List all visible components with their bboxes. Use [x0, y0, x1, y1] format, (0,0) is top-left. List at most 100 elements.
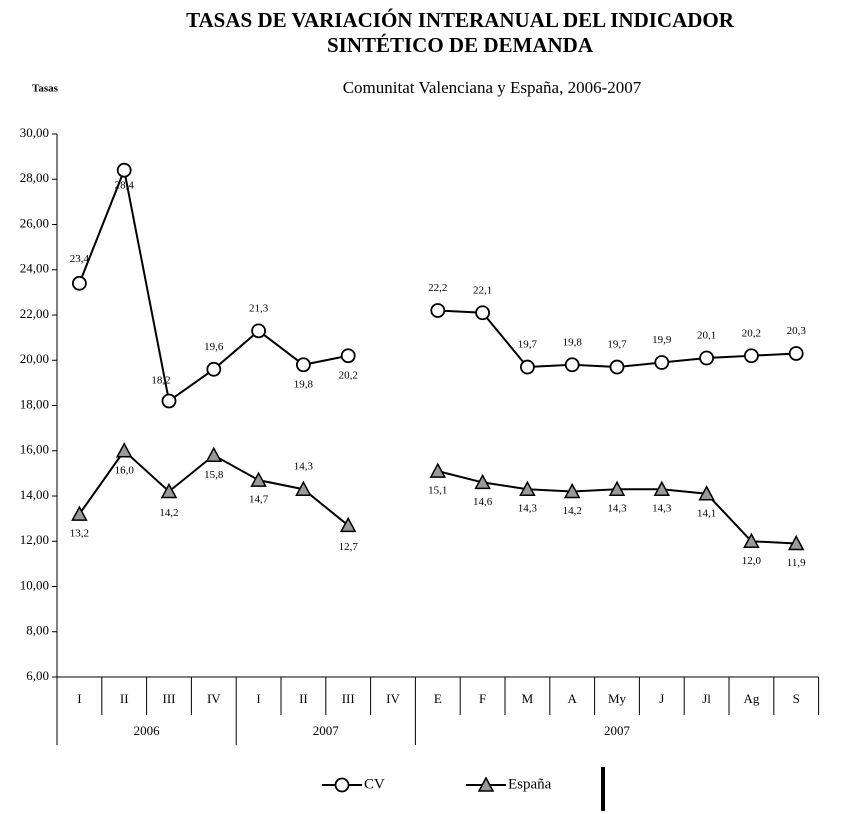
- y-tick-label: 22,00: [20, 306, 49, 321]
- data-label: 19,6: [204, 341, 224, 353]
- x-tick-label: IV: [207, 691, 221, 706]
- marker: [608, 480, 626, 496]
- data-label: 14,1: [697, 507, 716, 519]
- x-tick-label: Ag: [743, 691, 759, 706]
- y-tick-label: 20,00: [20, 351, 49, 366]
- y-tick-label: 16,00: [20, 442, 49, 457]
- data-label: 12,0: [742, 555, 762, 567]
- x-tick-label: A: [568, 691, 578, 706]
- marker: [564, 357, 580, 373]
- marker: [520, 359, 535, 375]
- marker: [205, 446, 223, 463]
- data-label: 14,2: [159, 507, 178, 519]
- chart-subtitle: Comunitat Valenciana y España, 2006-2007: [343, 78, 642, 97]
- chart-title: TASAS DE VARIACIÓN INTERANUAL DEL INDICA…: [186, 8, 734, 57]
- data-label: 21,3: [249, 302, 269, 314]
- data-label: 14,2: [563, 505, 582, 517]
- y-axis-label: Tasas: [32, 83, 59, 95]
- x-tick-label: III: [342, 691, 355, 706]
- marker: [430, 303, 446, 318]
- y-tick-label: 18,00: [20, 396, 49, 411]
- data-label: 14,3: [518, 503, 538, 515]
- marker: [250, 471, 267, 487]
- marker: [295, 357, 311, 373]
- x-tick-label: S: [793, 691, 800, 706]
- marker: [295, 480, 312, 496]
- legend-marker: [334, 777, 350, 793]
- x-tick-label: I: [256, 691, 260, 706]
- y-tick-label: 30,00: [20, 125, 49, 140]
- data-label: 16,0: [115, 464, 135, 476]
- marker: [160, 482, 178, 499]
- data-label: 14,3: [652, 503, 672, 515]
- data-label: 22,1: [473, 284, 492, 296]
- y-tick-label: 12,00: [20, 532, 49, 547]
- marker: [71, 505, 88, 521]
- y-tick-label: 10,00: [20, 577, 49, 592]
- y-tick-label: 24,00: [20, 261, 49, 276]
- data-label: 15,8: [204, 469, 224, 481]
- data-label: 19,7: [607, 339, 627, 351]
- y-tick-label: 8,00: [26, 623, 49, 638]
- data-label: 19,9: [652, 334, 672, 346]
- data-label: 23,4: [70, 253, 90, 265]
- data-label: 18,2: [151, 375, 170, 387]
- legend-label: España: [508, 776, 552, 792]
- y-tick-label: 14,00: [20, 487, 49, 502]
- marker: [251, 323, 267, 339]
- data-label: 14,3: [607, 503, 627, 515]
- marker: [743, 532, 760, 548]
- marker: [654, 355, 670, 370]
- marker: [744, 348, 759, 364]
- data-label: 20,3: [787, 325, 807, 337]
- data-label: 15,1: [428, 485, 447, 497]
- marker: [563, 482, 581, 499]
- marker: [115, 442, 133, 458]
- marker: [340, 348, 356, 364]
- data-label: 14,7: [249, 494, 269, 506]
- x-tick-label: My: [608, 691, 627, 706]
- x-tick-label: Jl: [702, 691, 711, 706]
- marker: [161, 393, 177, 409]
- legend-label: CV: [364, 776, 385, 792]
- data-label: 11,9: [787, 557, 806, 569]
- x-tick-label: IV: [386, 691, 400, 706]
- x-tick-label: I: [77, 691, 81, 706]
- data-label: 14,3: [294, 461, 314, 473]
- marker: [206, 361, 222, 377]
- x-tick-label: J: [659, 691, 664, 706]
- x-tick-label: II: [299, 691, 308, 706]
- marker: [788, 346, 804, 361]
- marker: [474, 473, 491, 490]
- marker: [339, 516, 357, 533]
- marker: [787, 534, 805, 551]
- marker: [699, 350, 714, 366]
- marker: [653, 480, 671, 496]
- group-label: 2006: [134, 723, 161, 738]
- data-label: 19,8: [563, 336, 583, 348]
- data-label: 22,2: [428, 282, 447, 294]
- group-label: 2007: [604, 723, 631, 738]
- marker: [72, 275, 87, 291]
- data-label: 28,4: [115, 180, 135, 192]
- x-tick-label: II: [120, 691, 129, 706]
- marker: [116, 162, 132, 178]
- marker: [609, 359, 625, 375]
- data-label: 14,6: [473, 496, 493, 508]
- data-label: 20,2: [742, 327, 761, 339]
- x-tick-label: F: [479, 691, 486, 706]
- data-label: 20,1: [697, 330, 716, 342]
- data-label: 20,2: [339, 369, 358, 381]
- legend-bar: [601, 767, 605, 811]
- marker: [475, 305, 491, 321]
- x-tick-label: III: [163, 691, 176, 706]
- y-tick-label: 28,00: [20, 170, 49, 185]
- data-label: 13,2: [70, 528, 89, 540]
- y-tick-label: 6,00: [26, 668, 49, 683]
- group-label: 2007: [313, 723, 340, 738]
- x-tick-label: M: [522, 691, 534, 706]
- data-label: 19,7: [518, 339, 538, 351]
- y-tick-label: 26,00: [20, 215, 49, 230]
